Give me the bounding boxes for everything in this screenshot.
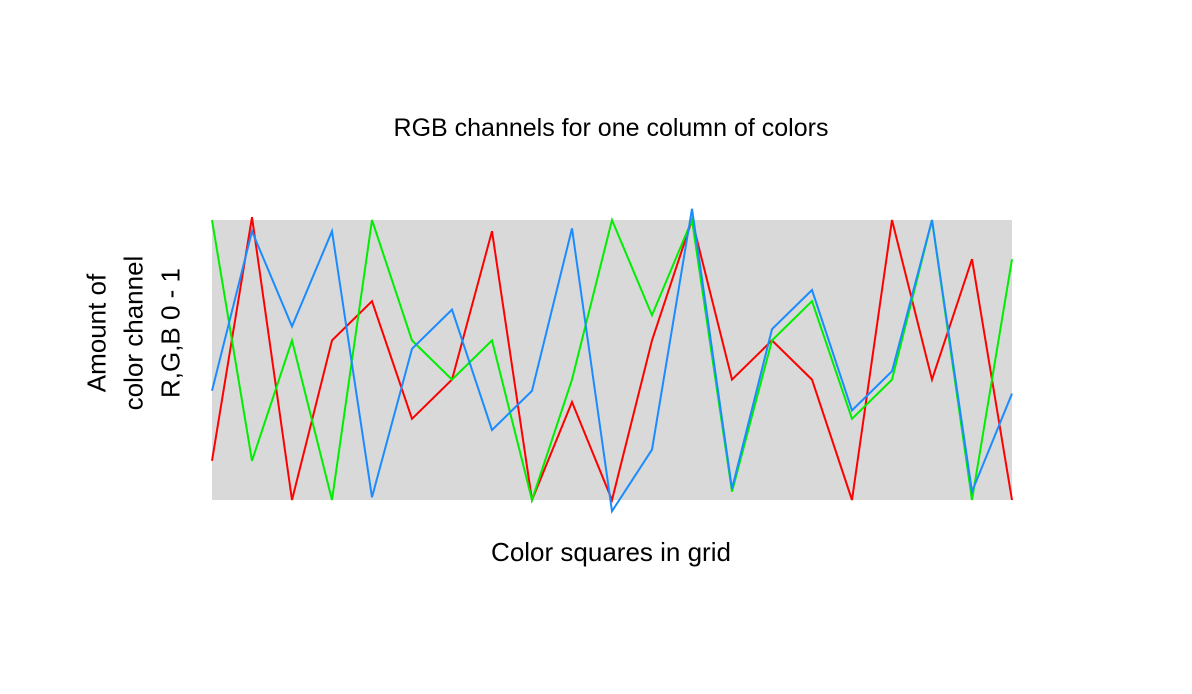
- x-axis-label: Color squares in grid: [491, 537, 731, 567]
- y-axis-label-line-3: R,G,B 0 - 1: [155, 267, 186, 399]
- series-line-2: [211, 216, 1013, 504]
- y-axis-label-line-2: color channel: [118, 255, 149, 411]
- y-axis-label-line-1: Amount of: [81, 273, 112, 393]
- chart-title: RGB channels for one column of colors: [393, 114, 829, 142]
- series-layer: [211, 208, 1013, 514]
- series-line-3: [211, 208, 1013, 514]
- series-line-1: [211, 216, 1013, 504]
- y-axis-label: Amount of color channel R,G,B 0 - 1: [79, 173, 190, 493]
- plot-area: [212, 220, 1012, 500]
